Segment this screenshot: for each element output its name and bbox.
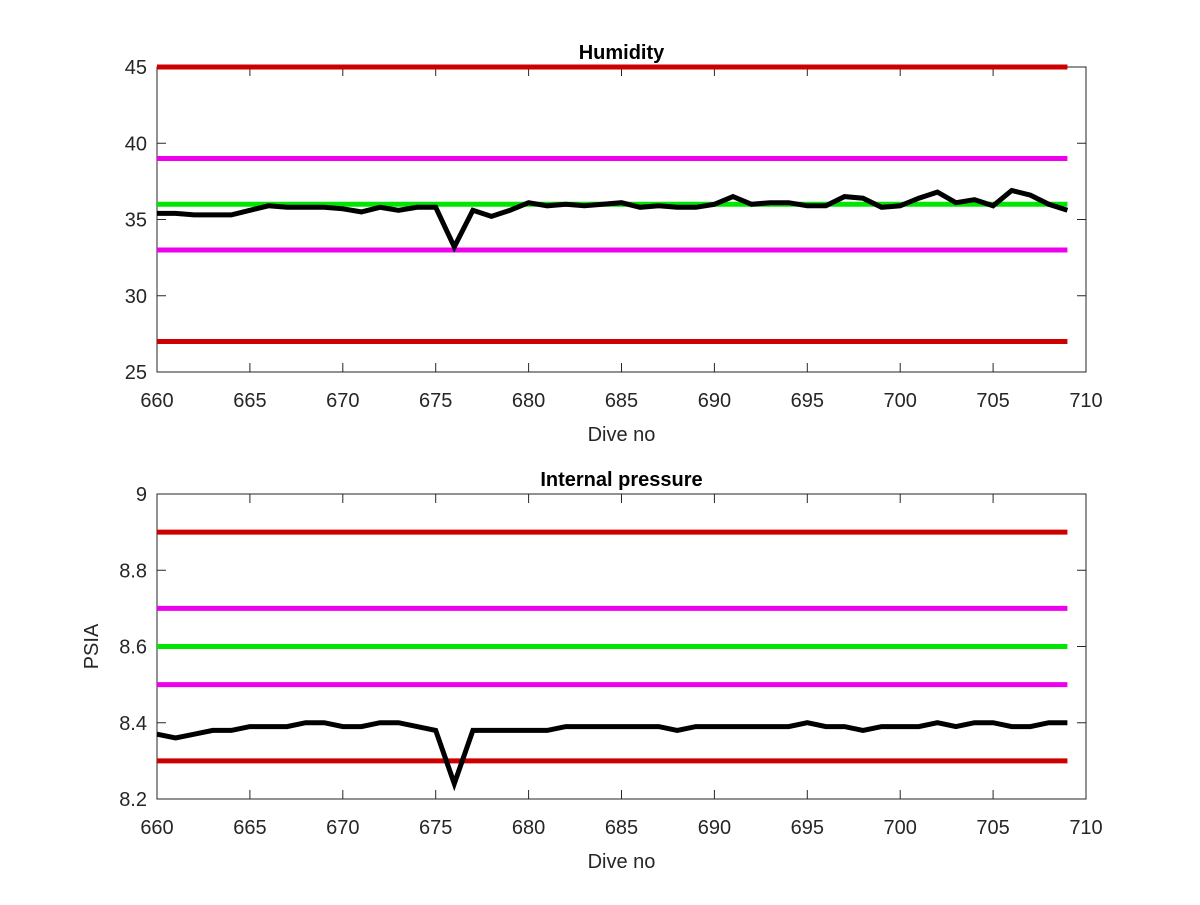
chart-title: Internal pressure	[540, 469, 702, 491]
chart-title: Humidity	[579, 42, 665, 64]
x-tick-label: 710	[1069, 817, 1102, 839]
x-axis-label: Dive no	[588, 851, 656, 873]
chart-1: 660 665 670 675 680 685 690 695 700 705 710 8.2 8.4 8…	[81, 469, 1103, 873]
y-axis-label: PSIA	[81, 623, 103, 669]
y-tick-label: 8.4	[119, 713, 147, 735]
x-axis-label: Dive no	[588, 424, 656, 446]
x-tick-label: 660	[140, 390, 173, 412]
x-tick-label: 685	[605, 817, 638, 839]
x-tick-label: 680	[512, 390, 545, 412]
y-tick-label: 8.6	[119, 637, 147, 659]
y-tick-label: 25	[125, 362, 147, 384]
y-tick-label: 30	[125, 286, 147, 308]
x-tick-label: 680	[512, 817, 545, 839]
y-tick-label: 9	[136, 484, 147, 506]
x-tick-label: 690	[698, 390, 731, 412]
x-tick-label: 660	[140, 817, 173, 839]
x-tick-label: 700	[884, 817, 917, 839]
x-tick-label: 710	[1069, 390, 1102, 412]
x-tick-label: 700	[884, 390, 917, 412]
x-tick-label: 670	[326, 817, 359, 839]
x-tick-label: 670	[326, 390, 359, 412]
x-tick-label: 675	[419, 390, 452, 412]
x-tick-label: 665	[233, 390, 266, 412]
x-tick-label: 675	[419, 817, 452, 839]
y-tick-label: 8.2	[119, 789, 147, 811]
x-tick-label: 695	[791, 390, 824, 412]
y-tick-label: 35	[125, 210, 147, 232]
x-tick-label: 665	[233, 817, 266, 839]
chart-0: 660 665 670 675 680 685 690 695 700 705 710 25 30 35 4…	[125, 42, 1103, 446]
y-tick-label: 8.8	[119, 560, 147, 582]
y-tick-label: 45	[125, 57, 147, 79]
plot-area	[157, 67, 1086, 372]
x-tick-label: 690	[698, 817, 731, 839]
x-tick-label: 705	[976, 817, 1009, 839]
x-tick-label: 705	[976, 390, 1009, 412]
x-tick-label: 685	[605, 390, 638, 412]
y-tick-label: 40	[125, 133, 147, 155]
x-tick-label: 695	[791, 817, 824, 839]
